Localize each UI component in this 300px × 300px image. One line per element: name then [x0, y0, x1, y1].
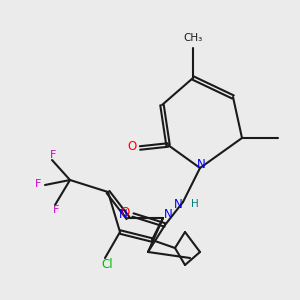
Text: Cl: Cl [101, 257, 113, 271]
Text: H: H [191, 199, 199, 209]
Text: F: F [50, 150, 56, 160]
Text: N: N [164, 208, 172, 221]
Text: O: O [120, 206, 130, 220]
Text: O: O [128, 140, 136, 152]
Text: F: F [35, 179, 41, 189]
Text: F: F [53, 205, 59, 215]
Text: N: N [174, 197, 182, 211]
Text: N: N [196, 158, 206, 172]
Text: N: N [118, 208, 127, 220]
Text: CH₃: CH₃ [183, 33, 202, 43]
